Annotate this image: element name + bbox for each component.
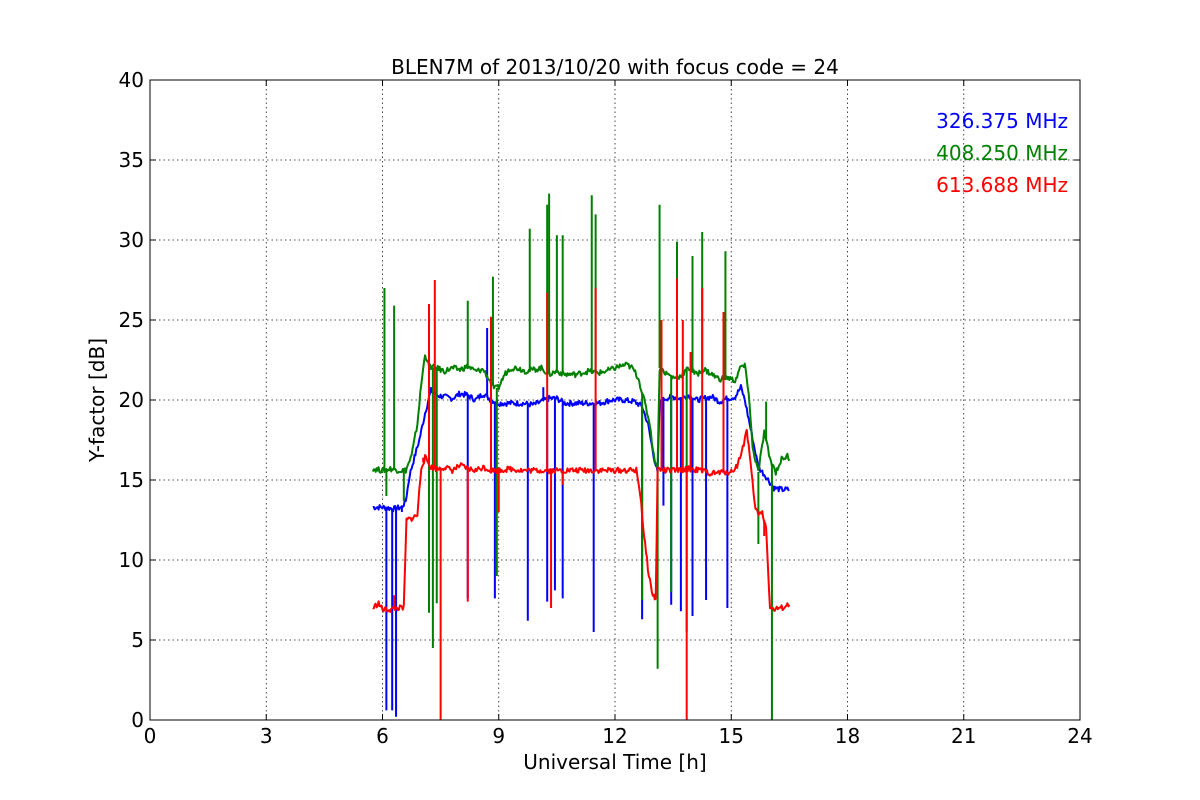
x-axis-label: Universal Time [h] xyxy=(523,750,706,774)
y-axis-label: Y-factor [dB] xyxy=(85,338,109,463)
chart-title: BLEN7M of 2013/10/20 with focus code = 2… xyxy=(391,55,839,79)
series-layer xyxy=(371,193,791,720)
x-tick-label: 6 xyxy=(376,724,389,748)
x-tick-label: 18 xyxy=(835,724,860,748)
legend-entry: 326.375 MHz xyxy=(936,109,1068,133)
series-0 xyxy=(372,328,790,717)
x-tick-label: 3 xyxy=(260,724,273,748)
series-line xyxy=(372,384,790,513)
x-tick-label: 21 xyxy=(951,724,976,748)
legend: 326.375 MHz 408.250 MHz 613.688 MHz xyxy=(936,109,1068,197)
x-tick-label: 24 xyxy=(1067,724,1092,748)
x-tick-label: 9 xyxy=(492,724,505,748)
y-tick-label: 10 xyxy=(119,548,144,572)
y-tick-label: 35 xyxy=(119,148,144,172)
series-line xyxy=(371,354,791,476)
y-tick-label: 25 xyxy=(119,308,144,332)
x-tick-label: 15 xyxy=(719,724,744,748)
series-2 xyxy=(372,278,791,720)
legend-entry: 613.688 MHz xyxy=(936,173,1068,197)
y-tick-label: 5 xyxy=(131,628,144,652)
x-tick-label: 12 xyxy=(602,724,627,748)
y-tick-label: 20 xyxy=(119,388,144,412)
plot-area xyxy=(371,193,791,720)
y-axis: 0 5 10 15 20 25 30 35 40 xyxy=(119,68,1080,732)
legend-entry: 408.250 MHz xyxy=(936,141,1068,165)
y-tick-label: 40 xyxy=(119,68,144,92)
x-tick-label: 0 xyxy=(144,724,157,748)
x-axis: 0 3 6 9 12 15 18 21 24 xyxy=(144,80,1093,748)
series-1 xyxy=(371,193,791,720)
y-tick-label: 30 xyxy=(119,228,144,252)
y-tick-label: 0 xyxy=(131,708,144,732)
y-tick-label: 15 xyxy=(119,468,144,492)
series-line xyxy=(372,428,791,613)
